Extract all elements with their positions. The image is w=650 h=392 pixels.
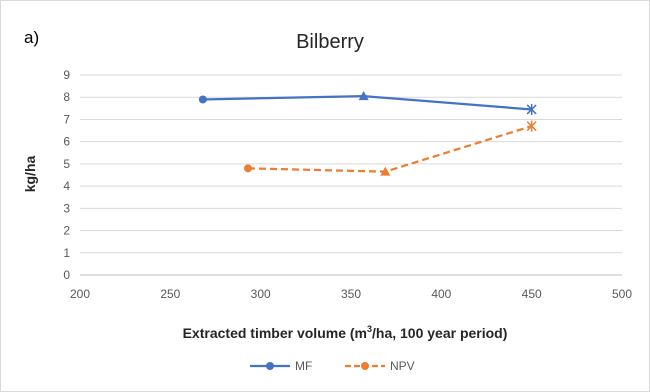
y-tick-labels: 0 1 2 3 4 5 6 7 8 9 bbox=[63, 68, 70, 282]
y-tick-9: 9 bbox=[63, 68, 70, 82]
x-tick-400: 400 bbox=[431, 287, 451, 301]
x-tick-350: 350 bbox=[341, 287, 361, 301]
point-npv-3 bbox=[526, 120, 537, 132]
point-mf-2 bbox=[358, 91, 369, 101]
data-series bbox=[198, 91, 537, 176]
y-tick-4: 4 bbox=[63, 179, 70, 193]
x-axis-label-tail: /ha, 100 year period) bbox=[372, 325, 507, 341]
y-tick-1: 1 bbox=[63, 246, 70, 260]
x-axis-label-sup: 3 bbox=[367, 324, 372, 334]
y-tick-0: 0 bbox=[63, 268, 70, 282]
legend-label-npv: NPV bbox=[390, 359, 415, 373]
x-tick-450: 450 bbox=[522, 287, 542, 301]
y-tick-7: 7 bbox=[63, 112, 70, 126]
x-tick-300: 300 bbox=[251, 287, 271, 301]
y-tick-6: 6 bbox=[63, 135, 70, 149]
y-tick-2: 2 bbox=[63, 224, 70, 238]
x-axis-label-main: Extracted timber volume (m bbox=[183, 325, 367, 341]
x-tick-200: 200 bbox=[70, 287, 90, 301]
legend-label-mf: MF bbox=[295, 359, 312, 373]
gridlines bbox=[80, 74, 622, 276]
x-axis-label: Extracted timber volume (m3/ha, 100 year… bbox=[183, 324, 508, 341]
y-axis-label: kg/ha bbox=[22, 156, 38, 193]
y-tick-8: 8 bbox=[63, 90, 70, 104]
y-tick-3: 3 bbox=[63, 201, 70, 215]
legend-marker-npv bbox=[361, 362, 369, 370]
legend-marker-mf bbox=[266, 362, 274, 370]
x-tick-500: 500 bbox=[612, 287, 632, 301]
point-mf-1 bbox=[198, 95, 207, 104]
panel-label: a) bbox=[24, 28, 39, 47]
y-tick-5: 5 bbox=[63, 157, 70, 171]
x-tick-250: 250 bbox=[160, 287, 180, 301]
legend: MF NPV bbox=[250, 359, 415, 373]
point-npv-1 bbox=[244, 164, 253, 173]
series-line-npv bbox=[247, 125, 533, 173]
point-mf-3 bbox=[526, 103, 537, 115]
point-npv-2 bbox=[380, 166, 391, 176]
chart-title: Bilberry bbox=[296, 31, 364, 53]
x-tick-labels: 200 250 300 350 400 450 500 bbox=[70, 287, 632, 301]
